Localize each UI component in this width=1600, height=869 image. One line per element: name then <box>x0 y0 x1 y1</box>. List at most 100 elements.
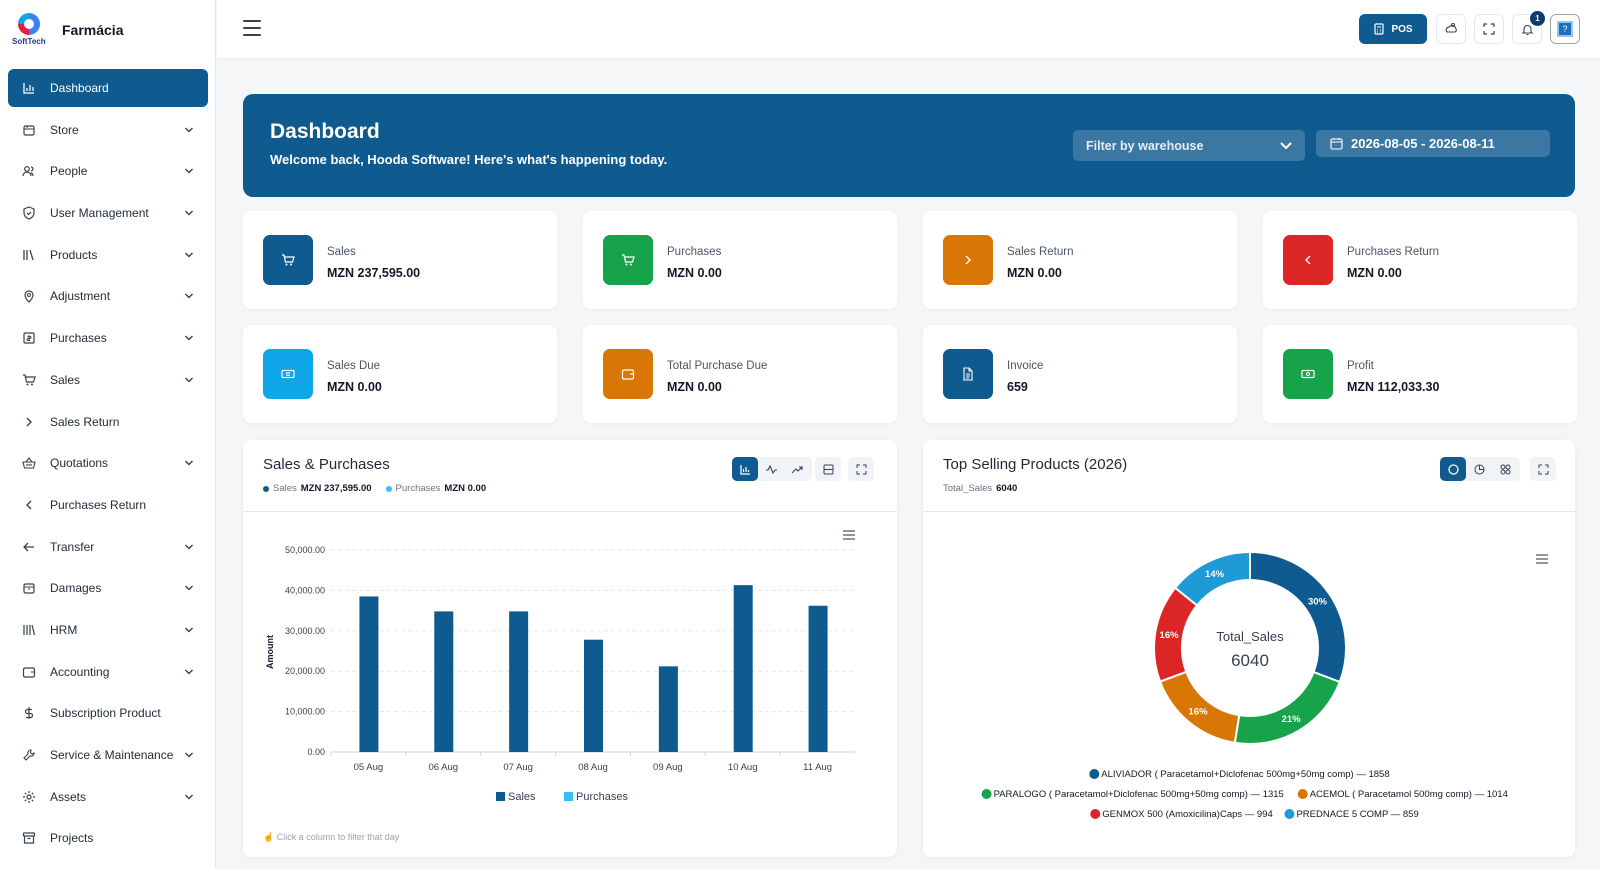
sidebar-item-label: Products <box>50 247 98 262</box>
chevron-down-icon[interactable] <box>184 333 194 343</box>
basket-icon <box>22 456 36 470</box>
grid-chart-button[interactable] <box>1492 457 1518 481</box>
area-chart-button[interactable] <box>784 457 810 481</box>
legend-item[interactable]: ALIVIADOR ( Paracetamol+Diclofenac 500mg… <box>1101 769 1389 780</box>
donut-slice[interactable] <box>1173 550 1251 607</box>
weather-icon <box>1445 23 1457 33</box>
bar-sales[interactable] <box>509 611 529 752</box>
date-range-value: 2026-08-05 - 2026-08-11 <box>1351 136 1495 151</box>
legend-marker <box>1090 809 1101 819</box>
sidebar-item-quotations[interactable]: Quotations <box>8 444 208 482</box>
pie-chart-button[interactable] <box>1466 457 1492 481</box>
brand[interactable]: SoftTech Farmácia <box>12 10 123 50</box>
chevron-down-icon[interactable] <box>184 542 194 552</box>
legend-item[interactable]: PREDNACE 5 COMP — 859 <box>1296 809 1418 820</box>
chevron-down-icon[interactable] <box>184 458 194 468</box>
bar-sales[interactable] <box>658 666 678 752</box>
donut-slice[interactable] <box>1233 670 1342 745</box>
legend-item[interactable]: ACEMOL ( Paracetamol 500mg comp) — 1014 <box>1310 789 1508 800</box>
notifications-button[interactable]: 1 <box>1512 11 1545 44</box>
chevron-down-icon[interactable] <box>184 250 194 260</box>
chevron-down-icon[interactable] <box>184 625 194 635</box>
legend-marker <box>1089 769 1100 779</box>
map-pin-icon <box>22 289 36 304</box>
bar-sales[interactable] <box>359 596 379 752</box>
chevron-down-icon[interactable] <box>184 291 194 301</box>
legend-item[interactable]: PARALOGO ( Paracetamol+Diclofenac 500mg+… <box>994 789 1284 800</box>
chevron-down-icon[interactable] <box>184 750 194 760</box>
compact-button[interactable] <box>815 457 841 481</box>
sidebar-item-damages[interactable]: Damages <box>8 569 208 607</box>
sidebar-item-purchases[interactable]: Purchases <box>8 319 208 357</box>
sidebar-item-user-management[interactable]: User Management <box>8 194 208 232</box>
chevron-down-icon[interactable] <box>184 667 194 677</box>
legend-label[interactable]: Sales <box>508 791 536 803</box>
pie-expand-toggle <box>1530 457 1556 481</box>
chevron-down-icon[interactable] <box>184 583 194 593</box>
legend-label[interactable]: Purchases <box>576 791 628 803</box>
sidebar-item-sales[interactable]: Sales <box>8 361 208 399</box>
chevron-down-icon[interactable] <box>184 375 194 385</box>
menu-toggle-icon[interactable] <box>243 20 261 36</box>
sidebar-item-assets[interactable]: Assets <box>8 778 208 816</box>
donut-center-label: Total_Sales <box>1216 629 1284 644</box>
chevron-down-icon[interactable] <box>184 208 194 218</box>
expand-button[interactable] <box>848 457 874 481</box>
pos-button[interactable]: POS <box>1359 14 1427 44</box>
stat-card-profit[interactable]: Profit MZN 112,033.30 <box>1263 325 1577 423</box>
sidebar-item-adjustment[interactable]: Adjustment <box>8 277 208 315</box>
stat-card-purchases-return[interactable]: Purchases Return MZN 0.00 <box>1263 211 1577 309</box>
chevron-down-icon[interactable] <box>184 166 194 176</box>
chevron-down-icon[interactable] <box>184 125 194 135</box>
sidebar-item-people[interactable]: People <box>8 152 208 190</box>
stat-card-total-purchase-due[interactable]: Total Purchase Due MZN 0.00 <box>583 325 897 423</box>
topbar: POS 1 ? <box>217 0 1600 58</box>
warehouse-filter-select[interactable]: Filter by warehouse <box>1073 130 1305 161</box>
bar-sales[interactable] <box>584 639 603 752</box>
stat-card-sales[interactable]: Sales MZN 237,595.00 <box>243 211 557 309</box>
sidebar-item-service-maintenance[interactable]: Service & Maintenance <box>8 736 208 774</box>
line-chart-button[interactable] <box>758 457 784 481</box>
stat-card-invoice[interactable]: Invoice 659 <box>923 325 1237 423</box>
stat-icon-box <box>263 235 313 285</box>
sidebar-item-projects[interactable]: Projects <box>8 819 208 857</box>
sidebar: SoftTech Farmácia Dashboard Store People Us… <box>0 0 216 869</box>
stat-card-sales-return[interactable]: Sales Return MZN 0.00 <box>923 211 1237 309</box>
sidebar-item-products[interactable]: Products <box>8 236 208 274</box>
cart-icon <box>22 373 36 387</box>
legend-item[interactable]: GENMOX 500 (Amoxicilina)Caps — 994 <box>1102 809 1273 820</box>
top-selling-donut-chart[interactable]: 30% 21% 16% 16% 14% Total_Sales 6040 ALIVIADOR … <box>923 512 1575 852</box>
user-avatar-button[interactable]: ? <box>1550 14 1580 44</box>
sidebar-item-store[interactable]: Store <box>8 111 208 149</box>
stat-value: MZN 237,595.00 <box>327 266 421 280</box>
sidebar-item-accounting[interactable]: Accounting <box>8 653 208 691</box>
sidebar-item-transfer[interactable]: Transfer <box>8 528 208 566</box>
sidebar-item-label: Purchases Return <box>50 497 147 512</box>
theme-button[interactable] <box>1436 14 1466 44</box>
sidebar-item-hrm[interactable]: HRM <box>8 611 208 649</box>
donut-chart-button[interactable] <box>1440 457 1466 481</box>
fullscreen-button[interactable] <box>1474 14 1504 44</box>
sidebar-item-label: User Management <box>50 206 149 221</box>
bar-sales[interactable] <box>733 585 753 752</box>
sidebar-item-subscription-product[interactable]: Subscription Product <box>8 694 208 732</box>
date-range-picker[interactable]: 2026-08-05 - 2026-08-11 <box>1316 130 1550 157</box>
sales-panel-title: Sales & Purchases <box>263 456 390 473</box>
chevron-right-icon <box>965 255 971 265</box>
bar-sales[interactable] <box>434 611 454 752</box>
stat-value: MZN 0.00 <box>1007 266 1062 280</box>
chevron-down-icon[interactable] <box>184 792 194 802</box>
sidebar-item-dashboard[interactable]: Dashboard <box>8 69 208 107</box>
sales-bar-chart[interactable]: 0.00 10,000.00 20,000.00 30,000.00 40,000.00… <box>243 512 897 842</box>
stat-card-purchases[interactable]: Purchases MZN 0.00 <box>583 211 897 309</box>
pie-icon <box>1474 464 1484 474</box>
expand-icon <box>1483 23 1495 35</box>
x-tick-label: 07 Aug <box>503 762 533 773</box>
pie-expand-button[interactable] <box>1530 457 1556 481</box>
sidebar-item-purchases-return[interactable]: Purchases Return <box>8 486 208 524</box>
slice-label: 14% <box>1205 569 1225 580</box>
bar-sales[interactable] <box>808 605 828 752</box>
bar-chart-button[interactable] <box>732 457 758 481</box>
stat-card-sales-due[interactable]: Sales Due MZN 0.00 <box>243 325 557 423</box>
sidebar-item-sales-return[interactable]: Sales Return <box>8 403 208 441</box>
